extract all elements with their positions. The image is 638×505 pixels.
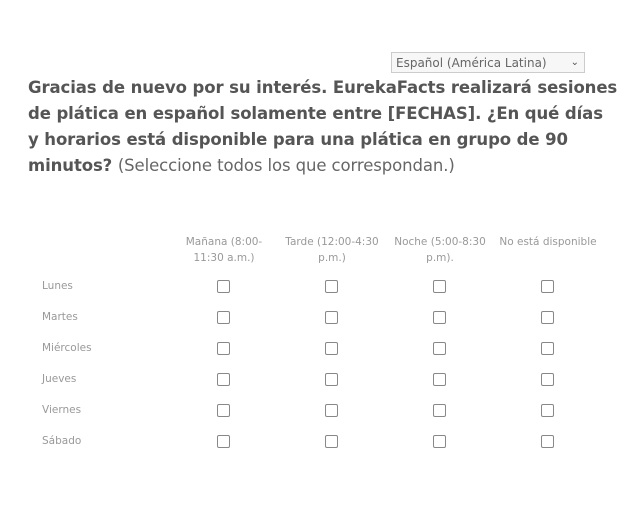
chevron-down-icon: ⌄ xyxy=(570,57,579,68)
checkbox[interactable] xyxy=(433,404,446,417)
column-header: Mañana (8:00-11:30 a.m.) xyxy=(185,236,263,264)
checkbox[interactable] xyxy=(217,280,230,293)
column-header: No está disponible xyxy=(499,236,597,248)
checkbox[interactable] xyxy=(217,373,230,386)
checkbox[interactable] xyxy=(541,311,554,324)
question-text: Gracias de nuevo por su interés. EurekaF… xyxy=(28,75,618,179)
checkbox[interactable] xyxy=(325,280,338,293)
row-label: Miércoles xyxy=(42,342,92,354)
checkbox[interactable] xyxy=(217,342,230,355)
checkbox[interactable] xyxy=(325,435,338,448)
row-label: Lunes xyxy=(42,280,73,292)
checkbox[interactable] xyxy=(433,311,446,324)
checkbox[interactable] xyxy=(433,373,446,386)
question-hint: (Seleccione todos los que correspondan.) xyxy=(117,156,455,175)
column-header: Tarde (12:00-4:30 p.m.) xyxy=(285,236,379,264)
checkbox[interactable] xyxy=(217,404,230,417)
row-label: Martes xyxy=(42,311,78,323)
row-label: Sábado xyxy=(42,435,82,447)
checkbox[interactable] xyxy=(433,280,446,293)
row-label: Jueves xyxy=(42,373,77,385)
checkbox[interactable] xyxy=(433,435,446,448)
checkbox[interactable] xyxy=(325,311,338,324)
checkbox[interactable] xyxy=(325,342,338,355)
checkbox[interactable] xyxy=(541,373,554,386)
question-main: Gracias de nuevo por su interés. EurekaF… xyxy=(28,78,618,175)
checkbox[interactable] xyxy=(325,404,338,417)
checkbox[interactable] xyxy=(541,280,554,293)
language-select-value: Español (América Latina) xyxy=(396,55,547,70)
checkbox[interactable] xyxy=(541,435,554,448)
language-select[interactable]: Español (América Latina) ⌄ xyxy=(391,52,585,73)
checkbox[interactable] xyxy=(217,435,230,448)
checkbox[interactable] xyxy=(433,342,446,355)
column-header: Noche (5:00-8:30 p.m). xyxy=(394,236,486,264)
checkbox[interactable] xyxy=(325,373,338,386)
checkbox[interactable] xyxy=(217,311,230,324)
checkbox[interactable] xyxy=(541,342,554,355)
row-label: Viernes xyxy=(42,404,82,416)
checkbox[interactable] xyxy=(541,404,554,417)
